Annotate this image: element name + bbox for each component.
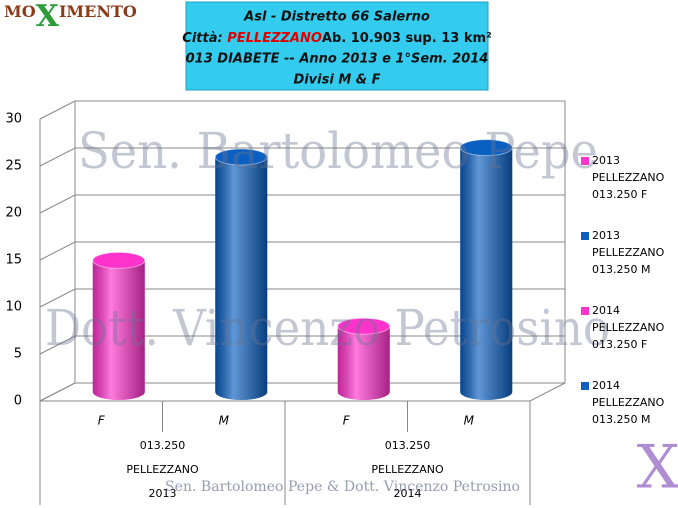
bar-top	[337, 317, 391, 335]
legend-label: 2013 PELLEZZANO 013.250 F	[592, 154, 665, 201]
bar-shade	[92, 260, 145, 400]
grid-line	[39, 147, 565, 167]
legend-swatch	[581, 307, 589, 315]
group-label: 2014	[394, 487, 422, 500]
grid-line	[39, 100, 565, 120]
legend-label: 2014 PELLEZZANO 013.250 M	[592, 379, 665, 426]
legend-label: 2013 PELLEZZANO 013.250 M	[592, 229, 665, 276]
grid-line	[39, 382, 565, 402]
y-tick-label: 25	[5, 159, 22, 174]
grid-line	[39, 335, 565, 355]
legend-swatch	[581, 157, 589, 165]
city: PELLEZZANO	[227, 31, 322, 46]
title-line: 013 DIABETE -- Anno 2013 e 1°Sem. 2014	[186, 52, 489, 67]
bar-top	[214, 148, 268, 166]
title-box	[185, 1, 489, 91]
x-tick-label: F	[98, 414, 106, 428]
y-tick-label: 5	[14, 347, 22, 362]
grid-line	[39, 241, 565, 261]
footer: Sen. Bartolomeo Pepe & Dott. Vincenzo Pe…	[165, 479, 520, 495]
group-label: 013.250	[140, 439, 186, 452]
bar-shade	[337, 326, 390, 400]
legend-label: 2014 PELLEZZANO 013.250 F	[592, 304, 665, 351]
logo: MOXIMENTO	[4, 0, 137, 34]
y-tick-label: 10	[5, 300, 22, 315]
legend-swatch	[581, 382, 589, 390]
x-tick-label: M	[464, 414, 475, 428]
y-tick-label: 30	[5, 112, 22, 127]
logo-part: IMENTO	[59, 2, 137, 21]
watermark: Dott. Vincenzo Petrosino	[45, 299, 610, 357]
group-label: 013.250	[385, 439, 431, 452]
grid-line	[39, 194, 565, 214]
bar-top	[459, 139, 513, 157]
title-line: Città: PELLEZZANOAb. 10.903 sup. 13 km²	[182, 31, 491, 46]
group-label: PELLEZZANO	[371, 463, 444, 476]
group-label: PELLEZZANO	[126, 463, 199, 476]
group-label: 2013	[149, 487, 177, 500]
y-tick-label: 20	[5, 206, 22, 221]
logo-part: MO	[4, 2, 36, 21]
watermark: Sen. Bartolomeo Pepe	[78, 122, 598, 180]
title-line: Divisi M & F	[293, 73, 380, 88]
y-tick-label: 0	[14, 394, 22, 409]
bar-shade	[215, 157, 268, 400]
logo-x: X	[36, 0, 60, 34]
grid-line	[39, 288, 565, 308]
x-tick-label: F	[343, 414, 351, 428]
bar-top	[92, 251, 146, 269]
bar-shade	[460, 147, 513, 400]
legend-swatch	[581, 232, 589, 240]
city-label: Città:	[182, 31, 222, 46]
y-tick-label: 15	[5, 253, 22, 268]
x-tick-label: M	[219, 414, 230, 428]
city-info: Ab. 10.903 sup. 13 km²	[322, 31, 492, 46]
title-line: Asl - Distretto 66 Salerno	[243, 10, 430, 25]
corner-logo: X	[637, 433, 678, 503]
